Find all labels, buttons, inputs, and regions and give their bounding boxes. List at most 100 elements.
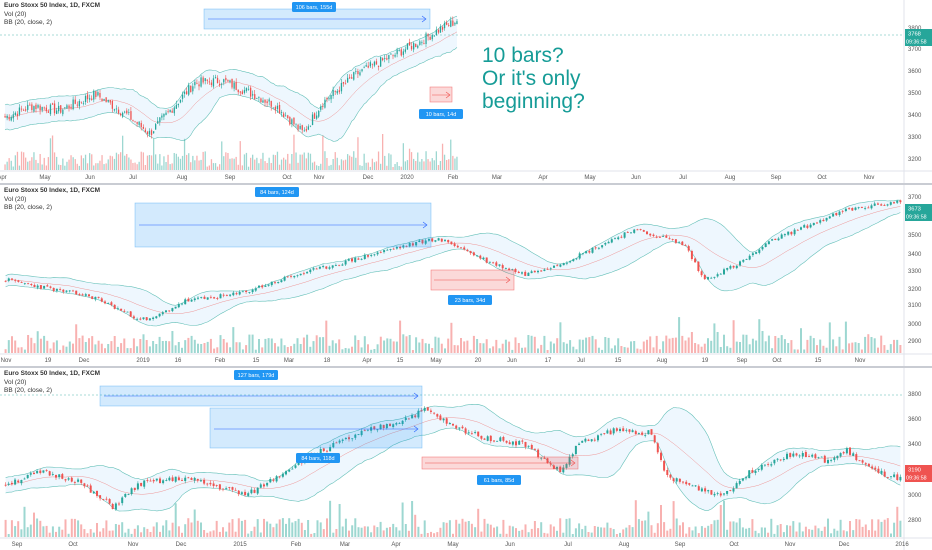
candle xyxy=(367,65,369,68)
candle xyxy=(155,316,158,319)
volume-bar xyxy=(482,343,485,353)
volume-bar xyxy=(142,152,144,170)
candle xyxy=(588,251,591,253)
volume-bar xyxy=(177,342,180,353)
bollinger-lower xyxy=(5,212,901,327)
volume-bar xyxy=(148,346,151,353)
y-tick-label: 3300 xyxy=(908,269,922,275)
chart-canvas[interactable]: 380036003400320030002800SepOctNovDec2015… xyxy=(0,368,932,550)
volume-bar xyxy=(405,336,408,353)
candle xyxy=(285,115,287,117)
candle xyxy=(817,457,820,459)
volume-bar xyxy=(322,337,325,353)
volume-bar xyxy=(496,526,499,537)
volume-bar xyxy=(124,532,127,537)
candle xyxy=(404,49,406,52)
volume-bar xyxy=(187,337,190,353)
candle xyxy=(295,123,297,125)
candle xyxy=(213,297,216,299)
candle xyxy=(274,106,276,111)
volume-bar xyxy=(854,342,857,353)
candle xyxy=(210,82,213,85)
candle xyxy=(336,91,338,94)
candle xyxy=(552,465,555,469)
candle xyxy=(585,251,588,254)
candle xyxy=(499,437,502,442)
volume-bar xyxy=(86,533,89,537)
volume-bar xyxy=(204,151,206,170)
candle xyxy=(739,261,741,266)
candle xyxy=(72,99,74,110)
candle xyxy=(827,460,829,464)
panel-divider[interactable] xyxy=(0,366,932,368)
chart-panel-2019-2020[interactable]: 3800370036003500340033003200AprMayJunJul… xyxy=(0,0,932,183)
volume-bar xyxy=(238,342,241,353)
x-tick-label: 20 xyxy=(475,358,482,364)
volume-bar xyxy=(126,348,129,353)
volume-bar xyxy=(498,348,501,353)
volume-bar xyxy=(175,153,177,170)
volume-bar xyxy=(591,335,594,353)
candle xyxy=(130,488,133,495)
range-label: 61 bars, 85d xyxy=(484,478,515,484)
chart-panel-2018-2019[interactable]: 370036003500340033003200310030002900Nov1… xyxy=(0,185,932,366)
candle xyxy=(700,488,703,492)
volume-bar xyxy=(183,138,186,170)
volume-bar xyxy=(477,508,480,537)
candle xyxy=(370,255,373,256)
volume-bar xyxy=(221,141,223,170)
candle xyxy=(751,253,754,256)
volume-bar xyxy=(433,160,435,170)
candle xyxy=(726,491,729,494)
candle xyxy=(644,435,647,436)
chart-panel-2014-2015[interactable]: 380036003400320030002800SepOctNovDec2015… xyxy=(0,368,932,550)
candle xyxy=(896,474,899,480)
candle xyxy=(354,257,357,263)
x-tick-label: Dec xyxy=(839,542,850,548)
chart-canvas[interactable]: 370036003500340033003200310030002900Nov1… xyxy=(0,185,932,366)
candle xyxy=(559,466,562,473)
candle xyxy=(408,243,411,247)
candle xyxy=(375,61,378,65)
candle xyxy=(639,229,642,230)
candle xyxy=(23,478,26,480)
candle xyxy=(208,81,210,83)
x-tick-label: 19 xyxy=(45,358,52,364)
candle xyxy=(30,284,33,285)
volume-bar xyxy=(177,156,179,170)
volume-bar xyxy=(426,533,429,537)
candle xyxy=(263,484,265,487)
volume-bar xyxy=(39,154,41,170)
candle xyxy=(668,238,671,240)
panel-divider[interactable] xyxy=(0,183,932,185)
candle xyxy=(97,296,100,298)
candle xyxy=(184,477,187,481)
candle xyxy=(58,105,60,112)
volume-bar xyxy=(636,348,639,353)
candle xyxy=(820,456,823,458)
volume-bar xyxy=(376,344,379,353)
candle xyxy=(741,478,744,481)
volume-bar xyxy=(33,152,35,170)
volume-bar xyxy=(428,343,430,353)
candle xyxy=(184,299,187,305)
candle xyxy=(893,474,896,477)
volume-bar xyxy=(467,521,470,537)
volume-bar xyxy=(458,523,461,537)
volume-bar xyxy=(607,337,610,353)
volume-bar xyxy=(559,518,562,537)
candle xyxy=(713,493,716,496)
candle xyxy=(472,252,475,256)
candle xyxy=(140,123,142,127)
volume-bar xyxy=(10,520,13,537)
candle xyxy=(216,298,219,299)
chart-canvas[interactable]: 3800370036003500340033003200AprMayJunJul… xyxy=(0,0,932,183)
candle xyxy=(825,217,828,221)
candle xyxy=(344,260,347,265)
volume-bar xyxy=(145,340,148,353)
candle xyxy=(870,205,873,209)
candle xyxy=(225,295,228,296)
volume-bar xyxy=(338,339,341,353)
volume-bar xyxy=(390,154,392,170)
candle xyxy=(674,239,677,243)
